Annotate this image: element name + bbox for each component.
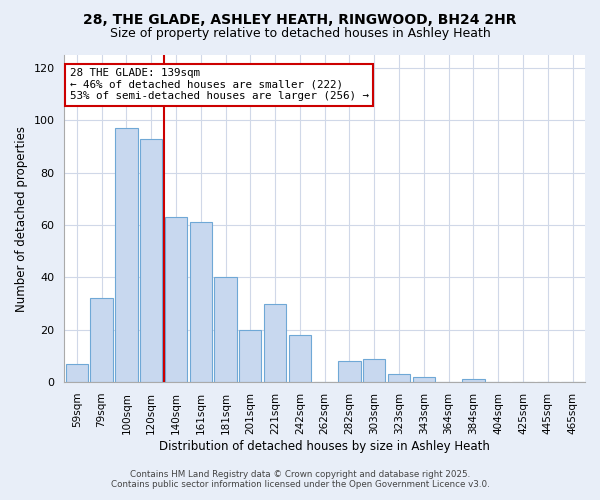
- Bar: [214, 278, 236, 382]
- Bar: [289, 335, 311, 382]
- X-axis label: Distribution of detached houses by size in Ashley Heath: Distribution of detached houses by size …: [159, 440, 490, 452]
- Text: 28, THE GLADE, ASHLEY HEATH, RINGWOOD, BH24 2HR: 28, THE GLADE, ASHLEY HEATH, RINGWOOD, B…: [83, 12, 517, 26]
- Bar: [115, 128, 137, 382]
- Bar: [462, 380, 485, 382]
- Bar: [140, 138, 163, 382]
- Bar: [338, 361, 361, 382]
- Text: Contains HM Land Registry data © Crown copyright and database right 2025.
Contai: Contains HM Land Registry data © Crown c…: [110, 470, 490, 489]
- Bar: [413, 377, 435, 382]
- Text: Size of property relative to detached houses in Ashley Heath: Size of property relative to detached ho…: [110, 28, 490, 40]
- Bar: [264, 304, 286, 382]
- Bar: [165, 217, 187, 382]
- Y-axis label: Number of detached properties: Number of detached properties: [15, 126, 28, 312]
- Bar: [65, 364, 88, 382]
- Bar: [190, 222, 212, 382]
- Text: 28 THE GLADE: 139sqm
← 46% of detached houses are smaller (222)
53% of semi-deta: 28 THE GLADE: 139sqm ← 46% of detached h…: [70, 68, 368, 102]
- Bar: [91, 298, 113, 382]
- Bar: [363, 358, 385, 382]
- Bar: [388, 374, 410, 382]
- Bar: [239, 330, 262, 382]
